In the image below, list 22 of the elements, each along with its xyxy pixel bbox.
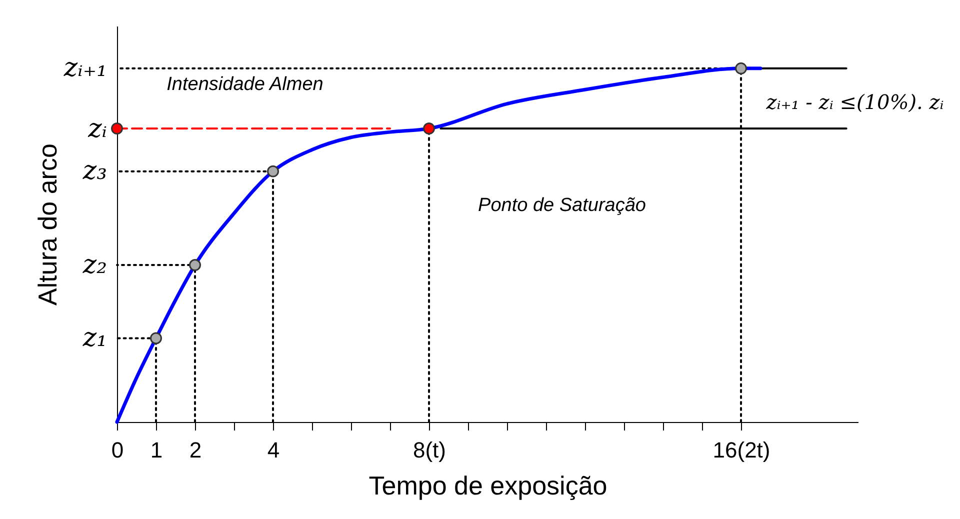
x-tick-label: 8(t) (413, 438, 446, 462)
point (189, 259, 201, 271)
point (267, 165, 279, 178)
annotation: Ponto de Saturação (478, 195, 646, 216)
text: z₂ (82, 250, 107, 280)
text: zᵢ (87, 114, 107, 144)
y-axis-title: Altura do arco (32, 144, 62, 306)
x-tick-label: 16(2t) (712, 438, 770, 462)
text: zᵢ₊₁ (62, 53, 107, 83)
text: z₁ (82, 323, 107, 353)
annotation: zᵢ₊₁ - zᵢ ≤(10%). zᵢ (765, 90, 944, 114)
x-axis-title: Tempo de exposição (368, 470, 608, 500)
point (111, 122, 123, 135)
point (150, 332, 162, 344)
annotation: Intensidade Almen (166, 74, 324, 95)
x-tick-label: 4 (267, 438, 280, 462)
point (423, 122, 435, 135)
point (735, 62, 747, 74)
x-tick-label: 0 (111, 438, 124, 462)
x-tick-label: 1 (150, 438, 163, 462)
text: z₃ (82, 156, 107, 186)
x-tick-label: 2 (189, 438, 202, 462)
